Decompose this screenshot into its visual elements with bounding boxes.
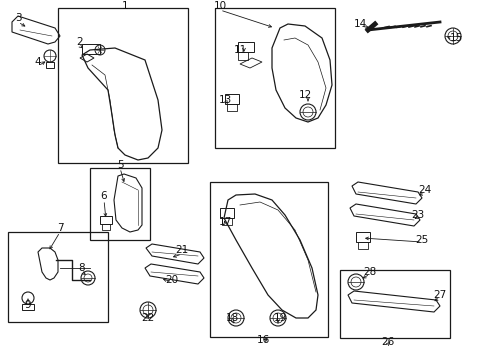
Bar: [215, 8, 335, 148]
Bar: [8, 232, 108, 322]
Bar: [102, 224, 110, 230]
Text: 23: 23: [412, 210, 425, 220]
Text: 26: 26: [381, 337, 394, 347]
Bar: [22, 304, 34, 310]
Bar: [356, 232, 370, 242]
Bar: [358, 242, 368, 249]
Text: 11: 11: [233, 45, 246, 55]
Text: 2: 2: [77, 37, 83, 47]
Bar: [225, 94, 239, 104]
Bar: [340, 270, 450, 338]
Text: 16: 16: [256, 335, 270, 345]
Bar: [238, 42, 254, 52]
Text: 17: 17: [219, 217, 232, 227]
Text: 10: 10: [214, 1, 226, 11]
Text: 19: 19: [273, 313, 287, 323]
Text: 14: 14: [353, 19, 367, 29]
Text: 9: 9: [24, 300, 31, 310]
Text: 13: 13: [219, 95, 232, 105]
Text: 21: 21: [175, 245, 189, 255]
Text: 27: 27: [433, 290, 446, 300]
Text: 24: 24: [418, 185, 432, 195]
Text: 22: 22: [142, 313, 155, 323]
Text: 5: 5: [117, 160, 123, 170]
Bar: [100, 216, 112, 224]
Bar: [82, 44, 100, 54]
Text: 8: 8: [79, 263, 85, 273]
Bar: [210, 182, 328, 337]
Text: 20: 20: [166, 275, 178, 285]
Text: 12: 12: [298, 90, 312, 100]
Bar: [46, 62, 54, 68]
Text: 28: 28: [364, 267, 377, 277]
Bar: [220, 208, 234, 218]
Bar: [222, 218, 232, 225]
Text: 4: 4: [35, 57, 41, 67]
Text: 25: 25: [416, 235, 429, 245]
Bar: [90, 168, 150, 240]
Text: 3: 3: [15, 13, 21, 23]
Text: 18: 18: [225, 313, 239, 323]
Text: 1: 1: [122, 1, 128, 11]
Text: 7: 7: [57, 223, 63, 233]
Bar: [58, 8, 188, 163]
Bar: [238, 52, 248, 60]
Text: 15: 15: [449, 33, 463, 43]
Bar: [227, 104, 237, 111]
Text: 6: 6: [100, 191, 107, 201]
